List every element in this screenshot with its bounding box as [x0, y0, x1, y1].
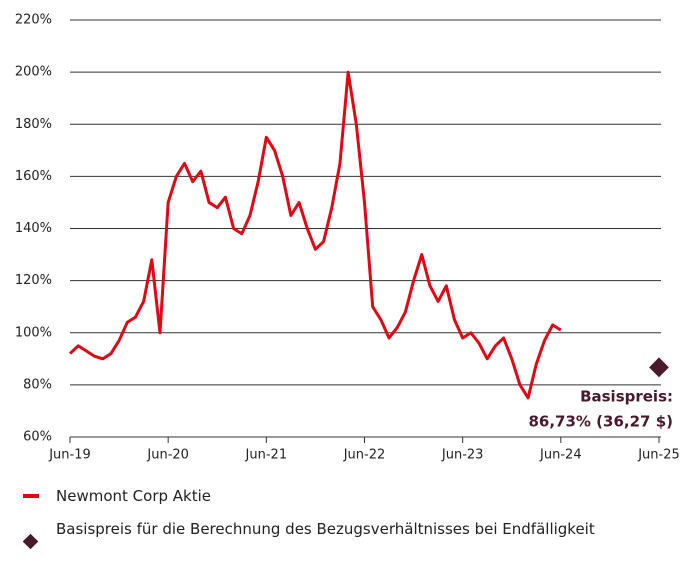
chart: 60% 80% 100% 120% 140% 160% 180% 200% 220% Jun-19… — [15, 13, 680, 463]
x-tick-label: Jun-19 — [48, 448, 91, 463]
y-tick-label: 60% — [23, 430, 52, 445]
x-tick-label: Jun-25 — [637, 448, 680, 463]
y-tick-label: 200% — [15, 65, 52, 80]
legend-line — [23, 494, 39, 498]
annotation: 86,73% (36,27 $) — [528, 413, 673, 431]
strike-marker — [649, 357, 669, 378]
y-tick-label: 120% — [15, 273, 52, 288]
x-tick-label: Jun-20 — [146, 448, 189, 463]
x-tick-label: Jun-24 — [539, 448, 582, 463]
y-tick-label: 100% — [15, 325, 52, 340]
x-tick-label: Jun-21 — [245, 448, 288, 463]
legend-item: Basispreis für die Berechnung des Bezugs… — [20, 518, 620, 550]
y-tick-label: 80% — [23, 377, 52, 392]
legend-diamond — [22, 533, 39, 550]
price-line — [68, 70, 562, 400]
legend-label: Basispreis für die Berechnung des Bezugs… — [56, 520, 595, 538]
legend-item: Newmont Corp Aktie — [20, 485, 620, 507]
y-tick-label: 180% — [15, 117, 52, 132]
y-tick-label: 160% — [15, 169, 52, 184]
legend-label: Newmont Corp Aktie — [56, 487, 211, 505]
x-tick-label: Jun-23 — [441, 448, 484, 463]
y-tick-label: 140% — [15, 221, 52, 236]
x-tick-label: Jun-22 — [343, 448, 386, 463]
y-tick-label: 220% — [15, 13, 52, 28]
annotation: Basispreis: — [580, 388, 673, 406]
